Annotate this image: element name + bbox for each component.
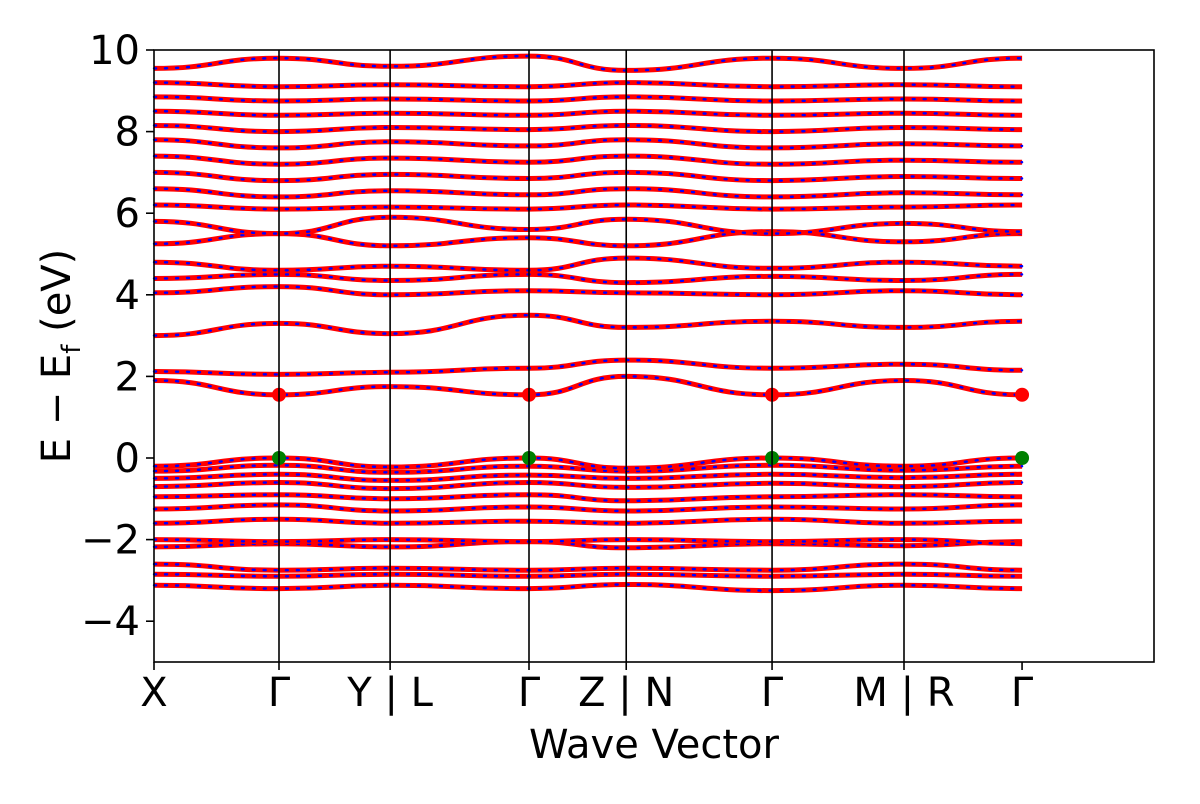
plot-frame <box>153 49 1155 663</box>
band-dots <box>152 456 1024 470</box>
band-dots <box>152 358 1024 376</box>
band-line <box>153 312 1023 339</box>
band-dots <box>152 464 1024 474</box>
band-dots <box>152 481 1024 490</box>
y-tick-label: −4 <box>81 599 140 645</box>
band-line <box>153 492 1023 504</box>
band-line <box>153 80 1023 90</box>
bands-layer <box>152 53 1024 594</box>
x-tick-label: Z | N <box>578 670 674 716</box>
y-tick-label: 8 <box>115 110 140 156</box>
y-tick-label: 2 <box>115 354 140 400</box>
band-dots <box>152 154 1024 166</box>
band-line <box>153 53 1023 73</box>
y-axis-label-subscript: f <box>57 344 87 354</box>
y-tick-label: 10 <box>89 28 140 74</box>
band-dots <box>152 538 1024 545</box>
band-line <box>153 214 1023 237</box>
x-axis-label: Wave Vector <box>529 722 780 768</box>
band-dots <box>152 562 1024 572</box>
x-tick-label: X <box>140 670 167 716</box>
x-tick-label: Y | L <box>346 670 433 716</box>
band-dots <box>152 171 1024 182</box>
y-tick-label: 4 <box>115 273 140 319</box>
band-line <box>153 202 1023 212</box>
band-dots <box>152 313 1024 337</box>
band-dots <box>152 503 1024 513</box>
band-line <box>153 122 1023 135</box>
y-axis-label: E − Ef (eV) <box>34 249 87 464</box>
band-dots <box>152 375 1024 397</box>
y-axis-label-unit: (eV) <box>34 249 80 345</box>
y-tick-label: −2 <box>81 518 140 564</box>
x-tick-label: Γ <box>518 670 541 716</box>
x-tick-label: M | R <box>853 670 954 716</box>
band-line <box>153 94 1023 104</box>
band-dots <box>152 187 1024 199</box>
y-axis-label-main: E − E <box>34 354 80 464</box>
y-tick-label: 6 <box>115 191 140 237</box>
x-tick-label: Γ <box>761 670 784 716</box>
band-dots <box>152 273 1024 284</box>
band-dots <box>152 216 1024 235</box>
band-dots <box>152 138 1024 150</box>
band-dots <box>152 54 1024 72</box>
band-dots <box>152 473 1024 482</box>
band-line <box>153 255 1023 273</box>
band-dots <box>152 583 1024 592</box>
y-ticks-layer: −4 −2 0 2 4 6 8 10 <box>81 28 154 645</box>
band-line <box>153 516 1023 526</box>
band-dots <box>152 256 1024 272</box>
x-tick-label: Γ <box>1011 670 1034 716</box>
cbm-marker <box>1015 387 1030 402</box>
band-line <box>153 108 1023 118</box>
kpath-lines-layer <box>278 50 905 662</box>
x-tick-label: Γ <box>268 670 291 716</box>
vbm-marker <box>1015 451 1030 465</box>
band-line <box>153 357 1023 377</box>
band-dots <box>152 285 1024 297</box>
x-ticks-layer: X Γ Y | L Γ Z | N Γ M | R Γ <box>140 662 1034 716</box>
band-line <box>153 571 1023 579</box>
markers-layer <box>272 387 1030 465</box>
y-tick-label: 0 <box>115 436 140 482</box>
